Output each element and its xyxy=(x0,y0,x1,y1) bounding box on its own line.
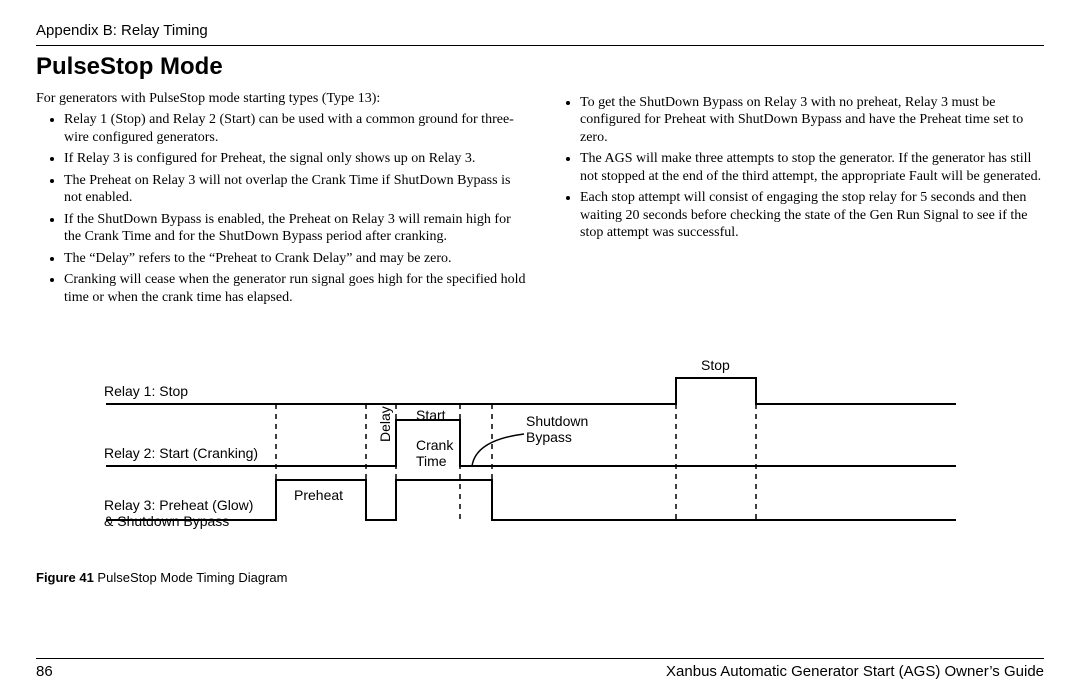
left-column: For generators with PulseStop mode start… xyxy=(36,90,528,311)
figure-caption-text: PulseStop Mode Timing Diagram xyxy=(97,570,287,585)
content-columns: For generators with PulseStop mode start… xyxy=(36,90,1044,311)
bullet: The Preheat on Relay 3 will not overlap … xyxy=(64,172,528,207)
doc-title: Xanbus Automatic Generator Start (AGS) O… xyxy=(666,663,1044,682)
figure-caption: Figure 41 PulseStop Mode Timing Diagram xyxy=(36,570,1044,586)
bullet: The “Delay” refers to the “Preheat to Cr… xyxy=(64,250,528,268)
bullet: Each stop attempt will consist of engagi… xyxy=(580,189,1044,242)
right-bullets: To get the ShutDown Bypass on Relay 3 wi… xyxy=(552,94,1044,242)
appendix-header: Appendix B: Relay Timing xyxy=(36,22,1044,46)
svg-text:Shutdown: Shutdown xyxy=(526,413,588,429)
bullet: To get the ShutDown Bypass on Relay 3 wi… xyxy=(580,94,1044,147)
svg-text:Time: Time xyxy=(416,453,447,469)
page-number: 86 xyxy=(36,663,53,682)
bullet: If Relay 3 is configured for Preheat, th… xyxy=(64,150,528,168)
svg-text:Crank: Crank xyxy=(416,437,454,453)
svg-text:Stop: Stop xyxy=(701,357,730,373)
page-footer: 86 Xanbus Automatic Generator Start (AGS… xyxy=(36,658,1044,682)
svg-text:Relay 2: Start (Cranking): Relay 2: Start (Cranking) xyxy=(104,445,258,461)
figure-label: Figure 41 xyxy=(36,570,94,585)
timing-diagram: Relay 1: Stop Relay 2: Start (Cranking) Re… xyxy=(36,350,996,560)
bullet: If the ShutDown Bypass is enabled, the P… xyxy=(64,211,528,246)
svg-text:Relay 1: Stop: Relay 1: Stop xyxy=(104,383,188,399)
svg-text:Preheat: Preheat xyxy=(294,487,343,503)
svg-text:Delay: Delay xyxy=(377,406,393,442)
svg-text:Relay 3: Preheat (Glow): Relay 3: Preheat (Glow) xyxy=(104,497,253,513)
svg-text:Bypass: Bypass xyxy=(526,429,572,445)
page-title: PulseStop Mode xyxy=(36,52,1044,82)
bullet: The AGS will make three attempts to stop… xyxy=(580,150,1044,185)
right-column: To get the ShutDown Bypass on Relay 3 wi… xyxy=(552,90,1044,311)
svg-text:Start: Start xyxy=(416,407,446,423)
bullet: Cranking will cease when the generator r… xyxy=(64,271,528,306)
left-bullets: Relay 1 (Stop) and Relay 2 (Start) can b… xyxy=(36,111,528,306)
intro-text: For generators with PulseStop mode start… xyxy=(36,90,528,108)
svg-text:& Shutdown Bypass: & Shutdown Bypass xyxy=(104,513,229,529)
bullet: Relay 1 (Stop) and Relay 2 (Start) can b… xyxy=(64,111,528,146)
